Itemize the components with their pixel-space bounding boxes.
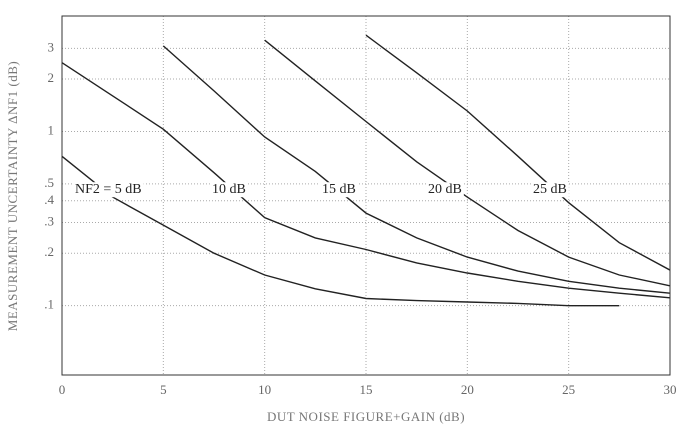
y-tick-label: .3 [44,214,54,229]
grid [61,16,671,375]
x-tick-label: 30 [664,382,677,397]
curve [62,155,620,307]
curve-label: 10 dB [212,182,246,197]
y-tick-label: .1 [44,297,54,312]
curve-label: 25 dB [533,182,567,197]
y-tick-label: .5 [44,175,54,190]
curve [264,39,670,287]
curve [62,62,670,299]
y-axis-title: MEASUREMENT UNCERTAINTY ΔNF1 (dB) [5,61,20,331]
curve-label: 20 dB [428,182,462,197]
y-tick-label: 1 [48,122,55,137]
y-tick-label: .2 [44,244,54,259]
x-tick-label: 5 [160,382,167,397]
y-tick-label: 3 [48,39,55,54]
curve-label-background [210,182,248,198]
curve [365,34,670,271]
x-tick-label: 15 [360,382,373,397]
x-tick-label: 10 [258,382,271,397]
plot-frame [61,15,671,376]
y-tick-label: 2 [48,70,55,85]
curve-label-background [73,182,144,198]
y-tick-label: .4 [44,192,54,207]
curve-label-background [320,182,358,198]
curve-label: 15 dB [322,182,356,197]
curve-label-background [426,182,464,198]
x-axis-title: DUT NOISE FIGURE+GAIN (dB) [267,409,465,424]
curve-label: NF2 = 5 dB [75,182,142,197]
curve [162,45,670,294]
curve-label-background [531,182,569,198]
x-tick-label: 25 [562,382,575,397]
curves [62,34,670,307]
x-tick-label: 0 [59,382,66,397]
x-tick-label: 20 [461,382,474,397]
